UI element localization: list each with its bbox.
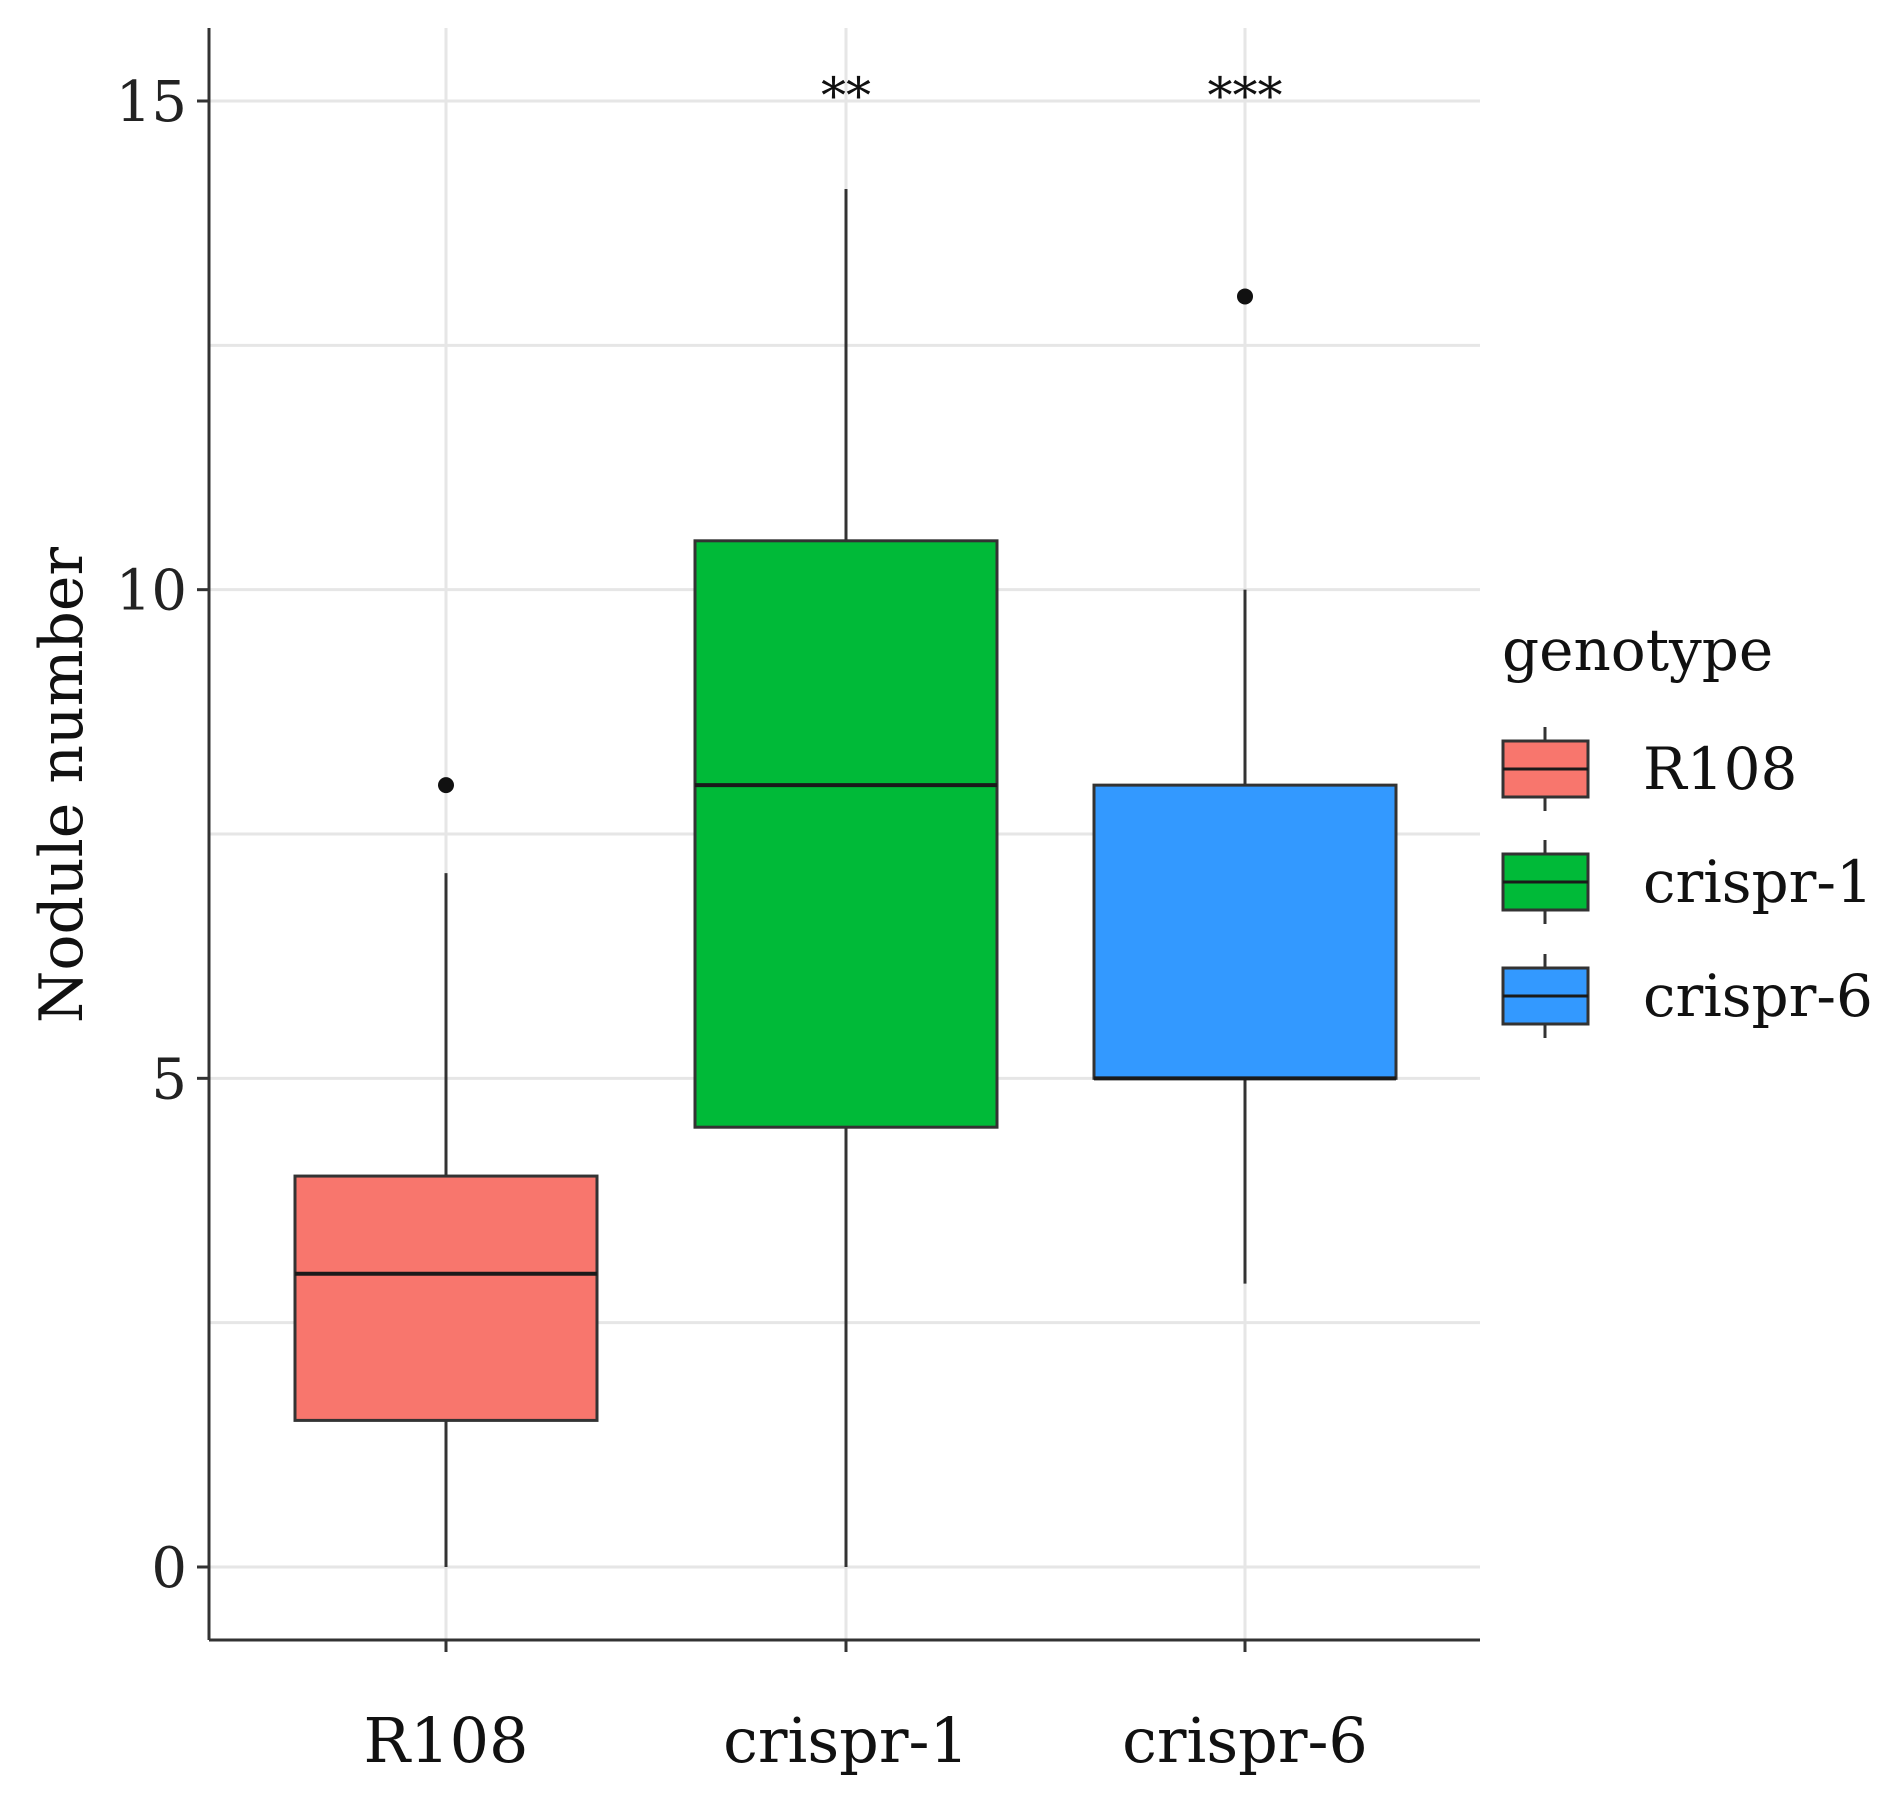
box-crispr-1: **	[693, 67, 999, 1567]
significance-label: ***	[1208, 67, 1283, 125]
significance-label: **	[821, 67, 871, 125]
x-tick-label: crispr-6	[1122, 1704, 1368, 1777]
box-body	[693, 539, 999, 1129]
legend-label: crispr-6	[1643, 962, 1873, 1030]
y-axis-label: Nodule number	[27, 547, 97, 1024]
x-ticks: R108 crispr-1 crispr-6	[363, 1640, 1368, 1777]
box-body	[293, 1174, 599, 1422]
legend-entry-crispr-1: crispr-1	[1501, 840, 1873, 924]
outlier-point	[438, 777, 454, 794]
box-r108	[293, 777, 599, 1567]
legend-entry-crispr-6: crispr-6	[1501, 954, 1873, 1038]
y-ticks: 0 5 10 15	[116, 70, 209, 1601]
legend-label: crispr-1	[1643, 848, 1873, 916]
legend-label: R108	[1643, 735, 1797, 803]
y-tick-label: 10	[116, 559, 187, 624]
y-tick-label: 5	[151, 1047, 187, 1112]
legend-entry-r108: R108	[1501, 727, 1797, 811]
x-tick-label: crispr-1	[723, 1704, 969, 1777]
legend-title: genotype	[1502, 616, 1773, 684]
y-tick-label: 0	[151, 1536, 187, 1601]
box-series: ** ***	[293, 67, 1398, 1567]
box-crispr-6: ***	[1092, 67, 1398, 1284]
outlier-point	[1237, 288, 1253, 305]
x-tick-label: R108	[363, 1704, 528, 1777]
legend: genotype R108 crispr-1 crispr-6	[1501, 616, 1873, 1038]
y-tick-label: 15	[116, 70, 187, 135]
box-body	[1092, 783, 1398, 1080]
